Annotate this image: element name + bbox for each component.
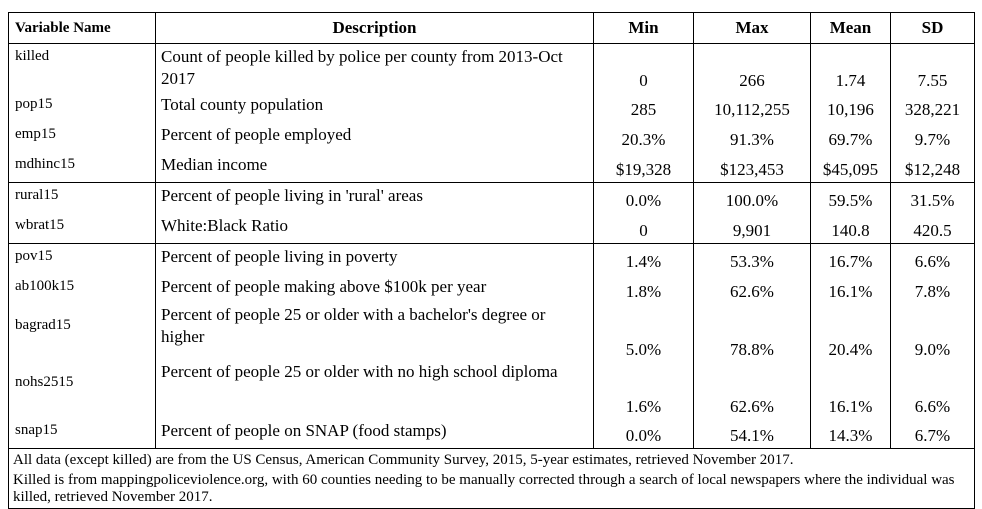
notes-row: All data (except killed) are from the US… xyxy=(8,448,975,509)
min-cell: 1.6% xyxy=(593,361,694,418)
header-max: Max xyxy=(693,12,811,44)
min-cell: 20.3% xyxy=(593,122,694,152)
min-cell: 285 xyxy=(593,92,694,122)
table-row: snap15 Percent of people on SNAP (food s… xyxy=(8,418,975,449)
max-cell: 62.6% xyxy=(693,274,811,304)
mean-cell: 140.8 xyxy=(810,213,891,244)
max-cell: 100.0% xyxy=(693,182,811,213)
variable-name-cell: rural15 xyxy=(8,182,156,213)
description-cell: Count of people killed by police per cou… xyxy=(155,43,594,92)
description-cell: Median income xyxy=(155,152,594,183)
sd-cell: 9.7% xyxy=(890,122,975,152)
variable-name-cell: snap15 xyxy=(8,418,156,449)
table-row: emp15 Percent of people employed 20.3% 9… xyxy=(8,122,975,152)
sd-cell: 31.5% xyxy=(890,182,975,213)
description-cell: Percent of people 25 or older with a bac… xyxy=(155,304,594,361)
variable-name-cell: pov15 xyxy=(8,243,156,274)
min-cell: 0.0% xyxy=(593,182,694,213)
max-cell: 53.3% xyxy=(693,243,811,274)
header-variable-name: Variable Name xyxy=(8,12,156,44)
table-row: pov15 Percent of people living in povert… xyxy=(8,243,975,274)
max-cell: 9,901 xyxy=(693,213,811,244)
description-cell: Percent of people on SNAP (food stamps) xyxy=(155,418,594,449)
header-min: Min xyxy=(593,12,694,44)
sd-cell: 6.6% xyxy=(890,243,975,274)
min-cell: $19,328 xyxy=(593,152,694,183)
mean-cell: 10,196 xyxy=(810,92,891,122)
sd-cell: 7.55 xyxy=(890,43,975,92)
table-row: rural15 Percent of people living in 'rur… xyxy=(8,182,975,213)
min-cell: 0.0% xyxy=(593,418,694,449)
header-description: Description xyxy=(155,12,594,44)
max-cell: 91.3% xyxy=(693,122,811,152)
variable-name-cell: nohs2515 xyxy=(8,361,156,418)
min-cell: 0 xyxy=(593,213,694,244)
header-sd: SD xyxy=(890,12,975,44)
table-row: bagrad15 Percent of people 25 or older w… xyxy=(8,304,975,361)
header-row: Variable Name Description Min Max Mean S… xyxy=(8,12,975,44)
header-mean: Mean xyxy=(810,12,891,44)
description-cell: Total county population xyxy=(155,92,594,122)
max-cell: 78.8% xyxy=(693,304,811,361)
max-cell: 10,112,255 xyxy=(693,92,811,122)
data-source-note: All data (except killed) are from the US… xyxy=(13,452,794,468)
killed-source-note: Killed is from mappingpoliceviolence.org… xyxy=(13,472,955,505)
table-row: nohs2515 Percent of people 25 or older w… xyxy=(8,361,975,418)
min-cell: 5.0% xyxy=(593,304,694,361)
summary-statistics-table-container: Variable Name Description Min Max Mean S… xyxy=(8,12,975,509)
variable-name-cell: mdhinc15 xyxy=(8,152,156,183)
max-cell: $123,453 xyxy=(693,152,811,183)
description-cell: Percent of people employed xyxy=(155,122,594,152)
sd-cell: 7.8% xyxy=(890,274,975,304)
summary-statistics-table: Variable Name Description Min Max Mean S… xyxy=(8,12,975,509)
sd-cell: 328,221 xyxy=(890,92,975,122)
mean-cell: 16.1% xyxy=(810,274,891,304)
mean-cell: $45,095 xyxy=(810,152,891,183)
mean-cell: 14.3% xyxy=(810,418,891,449)
sd-cell: 6.7% xyxy=(890,418,975,449)
variable-name-cell: wbrat15 xyxy=(8,213,156,244)
mean-cell: 1.74 xyxy=(810,43,891,92)
max-cell: 54.1% xyxy=(693,418,811,449)
description-cell: Percent of people making above $100k per… xyxy=(155,274,594,304)
sd-cell: 6.6% xyxy=(890,361,975,418)
variable-name-cell: emp15 xyxy=(8,122,156,152)
sd-cell: 9.0% xyxy=(890,304,975,361)
min-cell: 1.8% xyxy=(593,274,694,304)
table-row: mdhinc15 Median income $19,328 $123,453 … xyxy=(8,152,975,183)
sd-cell: $12,248 xyxy=(890,152,975,183)
min-cell: 1.4% xyxy=(593,243,694,274)
description-cell: Percent of people 25 or older with no hi… xyxy=(155,361,594,418)
max-cell: 62.6% xyxy=(693,361,811,418)
table-row: ab100k15 Percent of people making above … xyxy=(8,274,975,304)
mean-cell: 16.7% xyxy=(810,243,891,274)
table-row: killed Count of people killed by police … xyxy=(8,43,975,92)
table-row: wbrat15 White:Black Ratio 0 9,901 140.8 … xyxy=(8,213,975,244)
sd-cell: 420.5 xyxy=(890,213,975,244)
mean-cell: 20.4% xyxy=(810,304,891,361)
mean-cell: 69.7% xyxy=(810,122,891,152)
mean-cell: 59.5% xyxy=(810,182,891,213)
description-cell: Percent of people living in poverty xyxy=(155,243,594,274)
variable-name-cell: pop15 xyxy=(8,92,156,122)
description-cell: Percent of people living in 'rural' area… xyxy=(155,182,594,213)
table-row: pop15 Total county population 285 10,112… xyxy=(8,92,975,122)
min-cell: 0 xyxy=(593,43,694,92)
description-cell: White:Black Ratio xyxy=(155,213,594,244)
max-cell: 266 xyxy=(693,43,811,92)
variable-name-cell: killed xyxy=(8,43,156,92)
notes-cell: All data (except killed) are from the US… xyxy=(8,448,975,509)
variable-name-cell: bagrad15 xyxy=(8,304,156,361)
mean-cell: 16.1% xyxy=(810,361,891,418)
variable-name-cell: ab100k15 xyxy=(8,274,156,304)
